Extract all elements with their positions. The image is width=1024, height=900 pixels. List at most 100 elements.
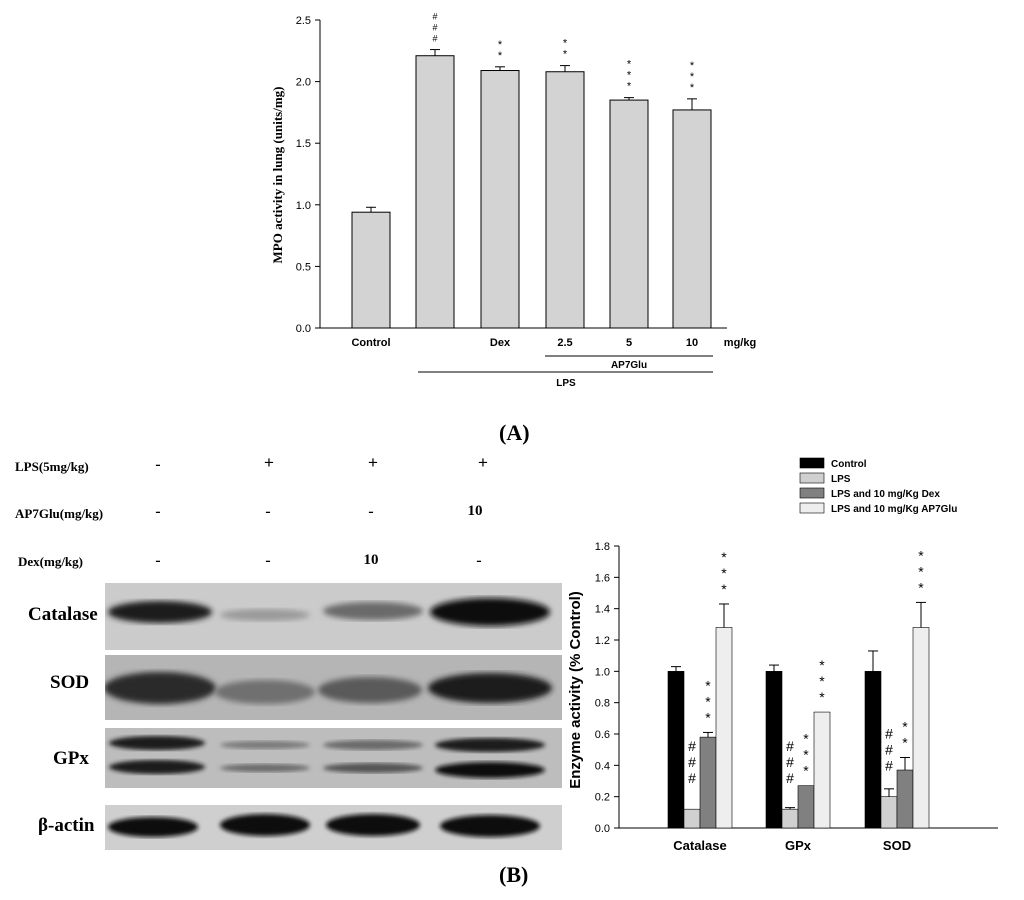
- y-tick-label: 1.5: [296, 138, 311, 150]
- blot-row-label-dex: Dex(mg/kg): [18, 554, 83, 569]
- significance-mark: *: [690, 71, 695, 83]
- significance-mark: #: [432, 23, 437, 33]
- y-tick-label: 0.8: [595, 698, 610, 710]
- y-tick-label: 1.4: [595, 604, 610, 616]
- significance-mark: *: [803, 747, 809, 763]
- significance-mark: #: [432, 34, 437, 44]
- x-tick-label: 10: [686, 337, 698, 349]
- significance-mark: #: [688, 754, 696, 770]
- significance-mark: #: [786, 738, 794, 754]
- y-tick-label: 2.5: [296, 15, 311, 27]
- panel-b-label: (B): [499, 862, 529, 887]
- significance-mark: *: [803, 763, 809, 779]
- y-tick-label: 1.8: [595, 541, 610, 553]
- bar: [545, 71, 585, 329]
- blot-sign: -: [368, 502, 374, 521]
- panel-a-label: (A): [499, 420, 530, 445]
- blot-sign: 10: [467, 503, 483, 519]
- significance-mark: #: [885, 726, 893, 742]
- significance-mark: *: [819, 689, 825, 705]
- legend-swatch: [799, 457, 825, 469]
- y-tick-label: 0.0: [296, 323, 311, 335]
- significance-mark: *: [705, 677, 711, 693]
- y-axis-label: MPO activity in lung (units/mg): [270, 87, 285, 264]
- significance-mark: *: [627, 70, 632, 82]
- significance-mark: *: [627, 59, 632, 71]
- significance-mark: *: [902, 735, 908, 751]
- y-tick-label: 1.0: [595, 666, 610, 678]
- bar: [351, 211, 391, 329]
- mpo-bar-chart: 0.0 0.5 1.0 1.5 2.0 2.5 MPO activity in lung (…: [270, 12, 756, 389]
- blot-sign: +: [368, 453, 378, 472]
- bar: [715, 627, 733, 829]
- bar: [699, 736, 717, 829]
- band-label-catalase: Catalase: [28, 604, 98, 625]
- blot-row-label-lps: LPS(5mg/kg): [15, 459, 89, 474]
- band-label-sod: SOD: [50, 672, 90, 693]
- blot-sign: -: [265, 502, 271, 521]
- blot-sign: 10: [363, 552, 379, 568]
- significance-mark: *: [627, 81, 632, 93]
- blot-sign: +: [264, 453, 274, 472]
- bar: [765, 671, 783, 829]
- significance-mark: #: [432, 12, 437, 22]
- x-tick-label: 2.5: [557, 337, 572, 349]
- y-tick-label: 1.0: [296, 200, 311, 212]
- significance-mark: *: [498, 50, 503, 62]
- band-label-beta-actin: β-actin: [38, 815, 95, 836]
- blot-row-label-ap7glu: AP7Glu(mg/kg): [15, 506, 104, 521]
- significance-mark: #: [688, 770, 696, 786]
- significance-mark: #: [885, 742, 893, 758]
- significance-mark: *: [803, 731, 809, 747]
- y-tick-label: 0.5: [296, 261, 311, 273]
- significance-mark: *: [705, 709, 711, 725]
- ap7glu-group-label: AP7Glu: [611, 360, 647, 371]
- lps-group-label: LPS: [556, 378, 576, 389]
- significance-mark: #: [786, 754, 794, 770]
- y-tick-label: 1.6: [595, 572, 610, 584]
- blot-sign: -: [155, 502, 161, 521]
- bar: [781, 808, 799, 829]
- bar: [896, 769, 914, 829]
- significance-mark: *: [690, 60, 695, 72]
- bar: [683, 808, 701, 829]
- y-tick-label: 0.4: [595, 760, 610, 772]
- significance-mark: *: [721, 565, 727, 581]
- blot-sign: +: [478, 453, 488, 472]
- significance-mark: *: [918, 563, 924, 579]
- significance-mark: #: [885, 758, 893, 774]
- legend-label: Control: [831, 459, 867, 470]
- significance-mark: *: [721, 549, 727, 565]
- significance-mark: #: [786, 770, 794, 786]
- blot-sign: -: [155, 455, 161, 474]
- bar: [415, 55, 455, 329]
- x-tick-label: GPx: [785, 838, 812, 853]
- y-tick-label: 0.0: [595, 823, 610, 835]
- x-tick-label: 5: [626, 337, 632, 349]
- legend-label: LPS and 10 mg/Kg AP7Glu: [831, 504, 957, 515]
- significance-mark: *: [918, 547, 924, 563]
- blot-sign: -: [155, 551, 161, 570]
- blot-image: [105, 583, 562, 850]
- bar: [880, 796, 898, 829]
- x-tick-label: Control: [351, 337, 390, 349]
- legend-swatch: [799, 472, 825, 484]
- bar: [912, 627, 930, 829]
- bar: [797, 785, 815, 829]
- y-tick-label: 2.0: [296, 77, 311, 89]
- significance-mark: *: [902, 719, 908, 735]
- bar: [864, 671, 882, 829]
- band-label-gpx: GPx: [53, 748, 89, 769]
- significance-mark: #: [688, 738, 696, 754]
- y-tick-label: 0.2: [595, 792, 610, 804]
- significance-mark: *: [819, 657, 825, 673]
- legend-swatch: [799, 487, 825, 499]
- legend-label: LPS: [831, 474, 851, 485]
- bar: [672, 109, 712, 329]
- significance-mark: *: [563, 38, 568, 50]
- significance-mark: *: [918, 579, 924, 595]
- significance-mark: *: [721, 581, 727, 597]
- x-tick-label: Catalase: [673, 838, 726, 853]
- bar: [813, 711, 831, 829]
- y-tick-label: 0.6: [595, 729, 610, 741]
